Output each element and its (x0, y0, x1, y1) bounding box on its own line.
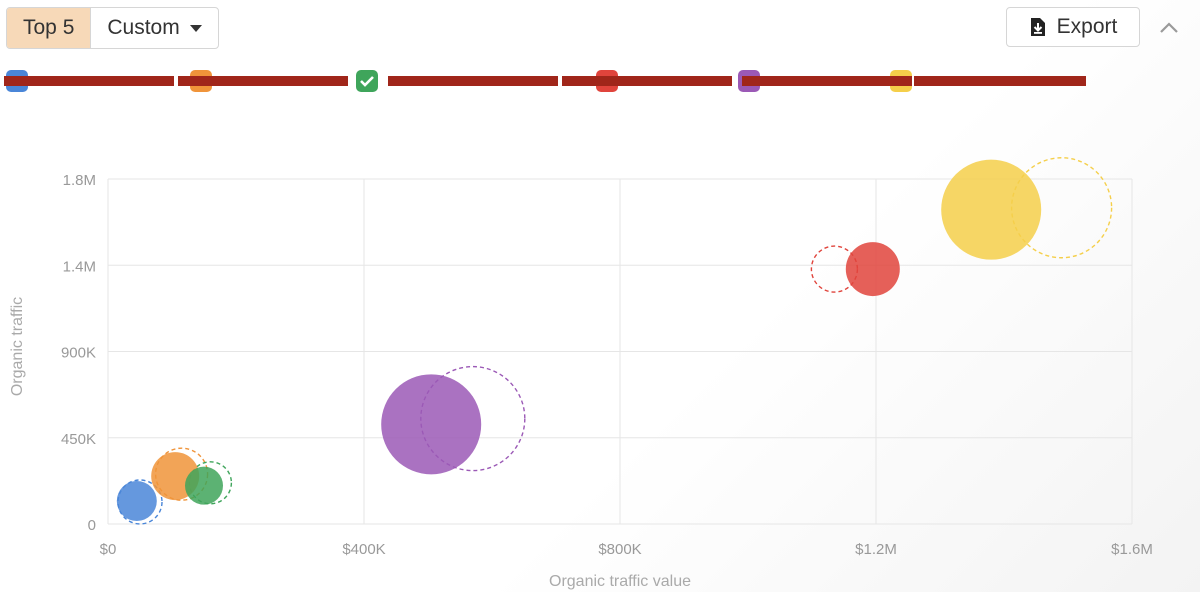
y-tick-label: 1.8M (63, 172, 96, 189)
bubble-chart: 0 450K 900K 1.4M 1.8M $0 $400K $800K $1.2M $1.6M O… (9, 157, 1153, 590)
x-tick-label: $800K (598, 541, 641, 558)
redaction-bar (178, 76, 348, 86)
y-tick-label: 1.4M (63, 258, 96, 275)
legend-checkbox-checked (356, 70, 378, 92)
chart-legend (0, 64, 1200, 100)
redaction-bar (388, 76, 558, 86)
view-toggle-group: Top 5 Custom (6, 7, 219, 49)
x-tick-label: $1.2M (855, 541, 897, 558)
custom-dropdown-label: Custom (107, 16, 180, 39)
x-tick-label: $1.6M (1111, 541, 1153, 558)
x-tick-label: $400K (342, 541, 385, 558)
y-tick-label: 900K (61, 345, 96, 362)
chart-toolbar: Top 5 Custom Export (0, 0, 1200, 60)
export-label: Export (1056, 15, 1118, 38)
caret-down-icon (189, 24, 202, 32)
y-axis-title: Organic traffic (9, 297, 26, 396)
check-icon (360, 76, 374, 87)
bubble-current (941, 159, 1042, 260)
bubble-current (116, 481, 157, 521)
redaction-bar (562, 76, 732, 86)
chevron-up-icon[interactable] (1157, 16, 1181, 40)
export-button[interactable]: Export (1006, 7, 1140, 47)
bubble-previous (117, 479, 163, 525)
bubble-current (845, 242, 900, 297)
y-tick-label: 450K (61, 431, 96, 448)
custom-dropdown[interactable]: Custom (90, 8, 217, 48)
y-tick-label: 0 (88, 517, 96, 534)
download-file-icon (1030, 18, 1045, 36)
x-axis-title: Organic traffic value (549, 573, 691, 590)
redaction-bar (914, 76, 1086, 86)
redaction-bar (4, 76, 174, 86)
bubble-current (185, 466, 223, 505)
top5-button[interactable]: Top 5 (7, 8, 91, 48)
x-tick-label: $0 (100, 541, 117, 558)
bubble-current (381, 374, 482, 475)
redaction-bar (742, 76, 912, 86)
